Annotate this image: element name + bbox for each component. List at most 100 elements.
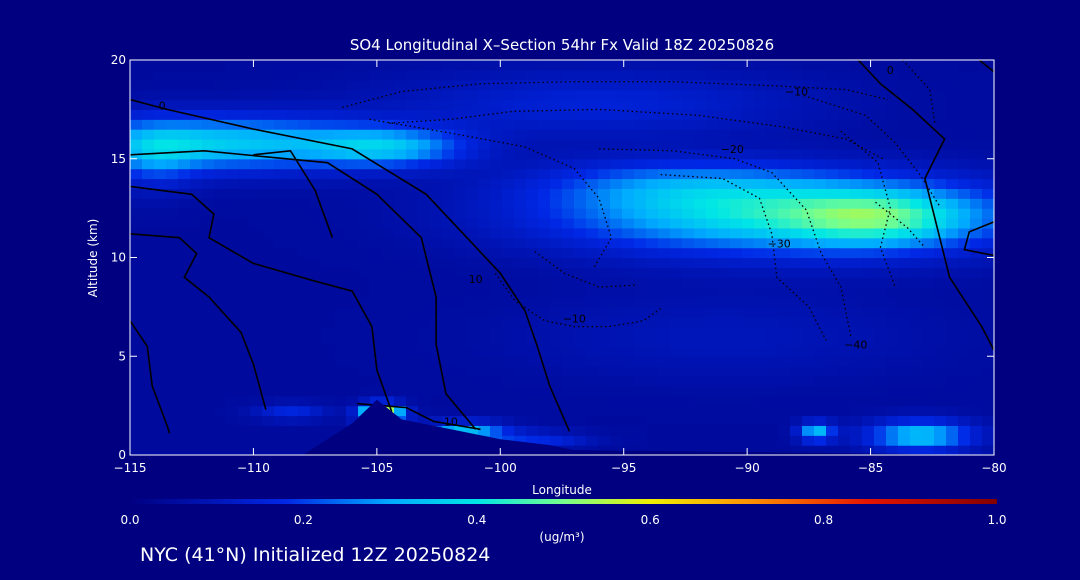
heatmap-cell (202, 297, 215, 308)
heatmap-cell (178, 395, 191, 407)
heatmap-cell (454, 178, 467, 189)
heatmap-cell (886, 148, 899, 160)
heatmap-cell (526, 69, 539, 81)
heatmap-cell (694, 227, 707, 239)
heatmap-cell (898, 60, 911, 71)
heatmap-cell (202, 148, 215, 160)
heatmap-cell (166, 208, 179, 219)
heatmap-cell (406, 227, 419, 239)
heatmap-cell (754, 435, 767, 446)
heatmap-cell (742, 218, 755, 229)
heatmap-cell (682, 168, 695, 180)
heatmap-cell (802, 158, 815, 170)
heatmap-cell (214, 198, 227, 209)
heatmap-cell (514, 237, 527, 249)
heatmap-cell (838, 287, 851, 298)
heatmap-cell (934, 69, 947, 81)
heatmap-cell (430, 237, 443, 249)
heatmap-cell (610, 208, 623, 219)
heatmap-cell (250, 218, 263, 229)
heatmap-cell (370, 306, 383, 318)
heatmap-cell (706, 306, 719, 318)
heatmap-cell (838, 376, 851, 387)
heatmap-cell (970, 425, 983, 436)
heatmap-cell (562, 60, 575, 71)
heatmap-cell (778, 326, 791, 338)
heatmap-cell (682, 257, 695, 268)
heatmap-cell (238, 208, 251, 219)
heatmap-cell (802, 109, 815, 120)
heatmap-cell (214, 277, 227, 288)
heatmap-cell (982, 227, 994, 239)
heatmap-cell (466, 119, 479, 130)
heatmap-cell (898, 227, 911, 239)
heatmap-cell (934, 287, 947, 298)
heatmap-cell (814, 188, 827, 199)
heatmap-cell (178, 316, 191, 328)
heatmap-cell (370, 178, 383, 189)
heatmap-cell (514, 227, 527, 239)
contour-label: −40 (844, 338, 867, 351)
heatmap-cell (634, 247, 647, 259)
heatmap-cell (358, 257, 371, 268)
heatmap-cell (718, 257, 731, 268)
heatmap-cell (394, 208, 407, 219)
heatmap-cell (442, 198, 455, 209)
heatmap-cell (238, 287, 251, 298)
heatmap-cell (130, 257, 143, 268)
heatmap-cell (766, 60, 779, 71)
heatmap-cell (646, 435, 659, 446)
heatmap-cell (502, 89, 515, 101)
heatmap-cell (442, 188, 455, 199)
heatmap-cell (610, 148, 623, 160)
heatmap-cell (442, 218, 455, 229)
heatmap-cell (490, 336, 503, 347)
heatmap-cell (310, 148, 323, 160)
heatmap-cell (130, 326, 143, 338)
heatmap-cell (502, 198, 515, 209)
heatmap-cell (934, 395, 947, 407)
heatmap-cell (382, 376, 395, 387)
heatmap-cell (922, 79, 935, 91)
heatmap-cell (694, 287, 707, 298)
heatmap-cell (718, 405, 731, 417)
heatmap-cell (622, 366, 635, 377)
contour-line-dotted (803, 94, 941, 207)
heatmap-cell (742, 119, 755, 130)
heatmap-cell (478, 79, 491, 91)
heatmap-cell (634, 139, 647, 150)
heatmap-cell (262, 69, 275, 81)
heatmap-cell (718, 346, 731, 357)
heatmap-cell (394, 395, 407, 407)
heatmap-cell (922, 415, 935, 426)
heatmap-cell (310, 346, 323, 357)
heatmap-cell (958, 257, 971, 268)
heatmap-cell (286, 316, 299, 328)
heatmap-cell (190, 385, 203, 397)
heatmap-cell (514, 287, 527, 298)
heatmap-cell (226, 376, 239, 387)
heatmap-cell (130, 435, 143, 446)
heatmap-cell (898, 237, 911, 249)
heatmap-cell (790, 366, 803, 377)
heatmap-cell (598, 129, 611, 140)
heatmap-cell (718, 237, 731, 249)
heatmap-cell (970, 158, 983, 170)
heatmap-cell (250, 178, 263, 189)
heatmap-cell (502, 148, 515, 160)
x-tick-label: −95 (611, 461, 636, 475)
heatmap-cell (274, 356, 287, 367)
heatmap-cell (622, 346, 635, 357)
heatmap-cell (766, 139, 779, 150)
heatmap-cell (910, 79, 923, 91)
heatmap-cell (310, 425, 323, 436)
heatmap-cell (370, 247, 383, 259)
heatmap-cell (886, 89, 899, 101)
heatmap-cell (910, 257, 923, 268)
heatmap-cell (262, 178, 275, 189)
heatmap-cell (742, 227, 755, 239)
heatmap-cell (334, 158, 347, 170)
heatmap-cell (262, 257, 275, 268)
heatmap-cell (598, 178, 611, 189)
